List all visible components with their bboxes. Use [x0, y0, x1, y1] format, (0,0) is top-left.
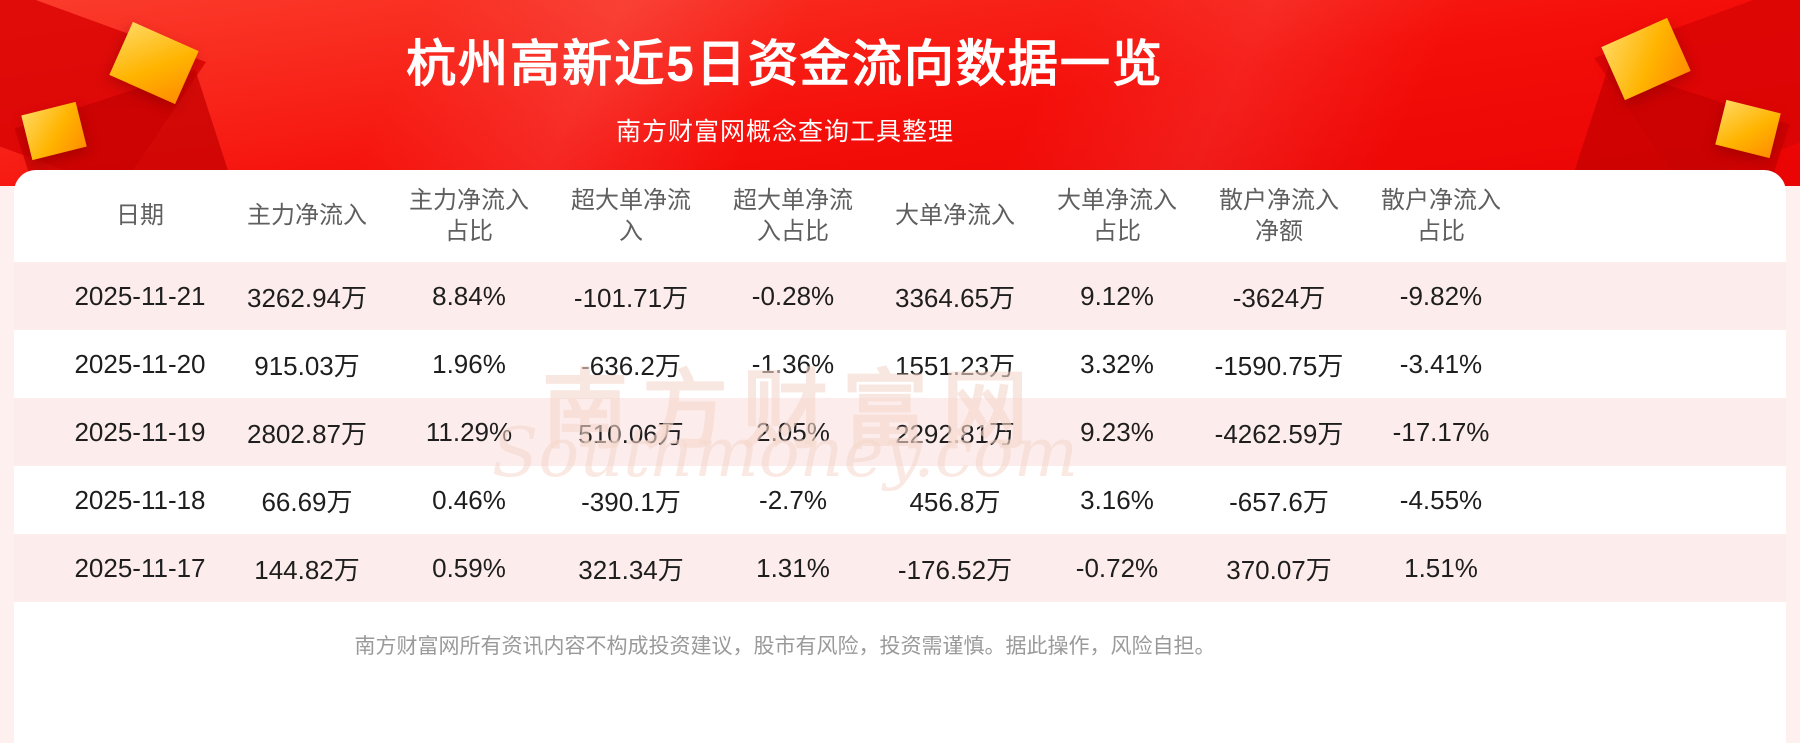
value-cell: -3.41%: [1399, 348, 1483, 379]
value-cell: -3624万: [1232, 282, 1326, 313]
value-cell: -2.7%: [759, 484, 827, 515]
table-row: 2025-11-20 915.03万 1.96% -636.2万 -1.36% 1551.…: [14, 330, 1786, 398]
value-cell: 1.31%: [756, 552, 830, 583]
value-cell: -657.6万: [1229, 486, 1329, 517]
value-cell: 3364.65万: [895, 282, 1015, 313]
value-cell: 8.84%: [432, 280, 506, 311]
value-cell: 915.03万: [254, 350, 360, 381]
header-banner: 杭州高新近5日资金流向数据一览 南方财富网概念查询工具整理: [0, 0, 1800, 186]
value-cell: 144.82万: [254, 554, 360, 585]
value-cell: 2.05%: [756, 416, 830, 447]
column-header: 超大单净流 入占比: [733, 186, 853, 245]
table-card: 日期 主力净流入 主力净流入 占比 超大单净流 入超大单净流 入占比 大单净流入 大单净流…: [14, 170, 1786, 743]
value-cell: -0.72%: [1075, 552, 1159, 583]
value-cell: 1.96%: [432, 348, 506, 379]
value-cell: 2292.81万: [895, 418, 1015, 449]
value-cell: -101.71万: [573, 282, 689, 313]
value-cell: -4262.59万: [1214, 418, 1344, 449]
value-cell: -1.36%: [751, 348, 835, 379]
column-header: 日期: [116, 202, 164, 230]
value-cell: 3.16%: [1080, 484, 1154, 515]
value-cell: 11.29%: [425, 416, 513, 447]
page-title: 杭州高新近5日资金流向数据一览: [406, 36, 1164, 92]
column-header: 散户净流入 净额: [1219, 186, 1339, 245]
value-cell: 1.51%: [1404, 552, 1478, 583]
value-cell: -17.17%: [1392, 416, 1490, 447]
value-cell: 0.59%: [432, 552, 506, 583]
value-cell: 321.34万: [578, 554, 684, 585]
value-cell: 66.69万: [261, 486, 353, 517]
page-subtitle: 南方财富网概念查询工具整理: [615, 118, 954, 146]
value-cell: -636.2万: [581, 350, 681, 381]
value-cell: 1551.23万: [895, 350, 1015, 381]
value-cell: 456.8万: [909, 486, 1001, 517]
value-cell: -390.1万: [581, 486, 681, 517]
value-cell: -176.52万: [897, 554, 1013, 585]
value-cell: -9.82%: [1399, 280, 1483, 311]
value-cell: 3262.94万: [247, 282, 367, 313]
column-header: 超大单净流 入: [571, 186, 691, 245]
value-cell: 9.23%: [1080, 416, 1154, 447]
column-header: 大单净流入: [895, 202, 1015, 230]
table-row: 2025-11-17 144.82万 0.59% 321.34万 1.31% -176.5…: [14, 534, 1786, 602]
date-cell: 2025-11-21: [74, 280, 206, 311]
value-cell: -4.55%: [1399, 484, 1483, 515]
table-row: 2025-11-19 2802.87万 11.29% 510.06万 2.05% 2292…: [14, 398, 1786, 466]
value-cell: -1590.75万: [1214, 350, 1344, 381]
date-cell: 2025-11-18: [74, 484, 206, 515]
banner-light-streak-decoration: [0, 0, 1800, 186]
value-cell: -0.28%: [751, 280, 835, 311]
date-cell: 2025-11-20: [74, 348, 206, 379]
column-header: 大单净流入 占比: [1057, 186, 1177, 245]
table-body: 2025-11-21 3262.94万 8.84% -101.71万 -0.28% 336…: [14, 262, 1786, 602]
date-cell: 2025-11-19: [74, 416, 206, 447]
value-cell: 0.46%: [432, 484, 506, 515]
value-cell: 9.12%: [1080, 280, 1154, 311]
column-header: 散户净流入 占比: [1381, 186, 1501, 245]
column-header: 主力净流入 占比: [409, 186, 529, 245]
value-cell: 3.32%: [1080, 348, 1154, 379]
date-cell: 2025-11-17: [74, 552, 206, 583]
table-header-row: 日期 主力净流入 主力净流入 占比 超大单净流 入超大单净流 入占比 大单净流入 大单净流…: [14, 170, 1786, 262]
table-row: 2025-11-21 3262.94万 8.84% -101.71万 -0.28% 336…: [14, 262, 1786, 330]
value-cell: 510.06万: [578, 418, 684, 449]
footer-disclaimer: 南方财富网所有资讯内容不构成投资建议，股市有风险，投资需谨慎。据此操作，风险自担…: [354, 635, 1216, 658]
table-row: 2025-11-18 66.69万 0.46% -390.1万 -2.7% 456.8万 3…: [14, 466, 1786, 534]
value-cell: 2802.87万: [247, 418, 367, 449]
column-header: 主力净流入: [247, 202, 367, 230]
value-cell: 370.07万: [1226, 554, 1332, 585]
